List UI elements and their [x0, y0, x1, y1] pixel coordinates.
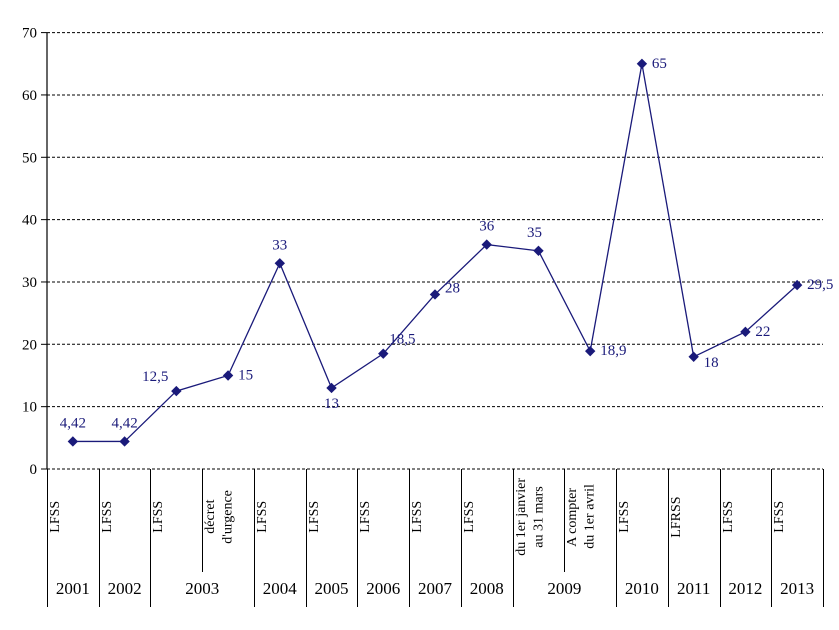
svg-text:35: 35	[527, 225, 542, 241]
svg-text:15: 15	[238, 367, 253, 383]
svg-text:4,42: 4,42	[111, 415, 137, 431]
svg-text:10: 10	[22, 400, 37, 416]
svg-text:22: 22	[755, 324, 770, 340]
svg-text:50: 50	[22, 150, 37, 166]
svg-text:33: 33	[272, 237, 287, 253]
svg-text:30: 30	[22, 275, 37, 291]
svg-text:65: 65	[652, 56, 667, 72]
svg-text:29,5: 29,5	[807, 277, 833, 293]
svg-text:18,5: 18,5	[389, 332, 415, 348]
svg-text:13: 13	[324, 396, 339, 412]
svg-text:36: 36	[479, 219, 495, 235]
svg-text:18,9: 18,9	[600, 343, 626, 359]
svg-text:0: 0	[30, 462, 38, 478]
svg-text:20: 20	[22, 337, 37, 353]
svg-text:60: 60	[22, 88, 37, 104]
svg-text:18: 18	[704, 355, 719, 371]
svg-text:28: 28	[445, 280, 460, 296]
svg-text:40: 40	[22, 213, 37, 229]
svg-text:70: 70	[22, 26, 37, 42]
svg-text:12,5: 12,5	[142, 369, 168, 385]
svg-text:4,42: 4,42	[60, 415, 86, 431]
